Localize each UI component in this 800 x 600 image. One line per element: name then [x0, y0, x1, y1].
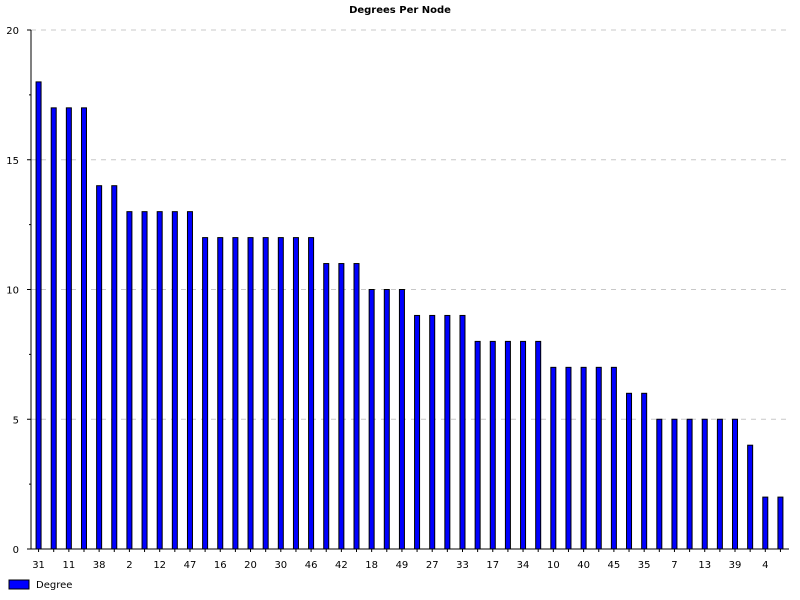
x-tick-label: 20: [244, 560, 257, 571]
bar: [338, 263, 345, 550]
bar: [353, 263, 360, 550]
x-tick-label: 18: [365, 560, 378, 571]
bar: [444, 314, 451, 550]
x-tick-label: 35: [638, 560, 651, 571]
bar: [141, 211, 148, 550]
bar: [429, 314, 436, 550]
bar: [35, 81, 42, 550]
bar: [610, 366, 617, 550]
bar: [732, 418, 739, 550]
bar: [550, 366, 557, 550]
bar: [111, 185, 118, 550]
bar: [292, 237, 299, 550]
x-tick-label: 4: [762, 560, 768, 571]
bar: [186, 211, 193, 550]
x-tick-label: 45: [608, 560, 621, 571]
bar: [520, 340, 527, 550]
y-tick-label: 15: [6, 156, 19, 167]
bar: [96, 185, 103, 550]
bar: [489, 340, 496, 550]
bar: [671, 418, 678, 550]
y-tick-label: 0: [13, 545, 19, 556]
y-tick-label: 10: [6, 286, 19, 297]
x-tick-label: 47: [184, 560, 197, 571]
x-tick-label: 2: [126, 560, 132, 571]
bar: [656, 418, 663, 550]
x-tick-label: 49: [396, 560, 409, 571]
x-tick-label: 34: [517, 560, 530, 571]
bar: [262, 237, 269, 550]
bar: [504, 340, 511, 550]
grid-lines: [31, 29, 789, 420]
bar: [156, 211, 163, 550]
chart-title: Degrees Per Node: [349, 5, 451, 16]
bar: [474, 340, 481, 550]
x-tick-label: 40: [577, 560, 590, 571]
bar: [398, 289, 405, 550]
bar: [686, 418, 693, 550]
x-tick-label: 12: [153, 560, 166, 571]
x-tick-label: 31: [32, 560, 45, 571]
x-tick-label: 46: [305, 560, 318, 571]
bar: [247, 237, 254, 550]
legend: Degree: [8, 579, 72, 591]
x-tick-label: 27: [426, 560, 439, 571]
bar: [716, 418, 723, 550]
bar: [65, 107, 72, 550]
x-tick-label: 16: [214, 560, 227, 571]
bar: [565, 366, 572, 550]
bar: [80, 107, 87, 550]
bar: [126, 211, 133, 550]
bar: [580, 366, 587, 550]
bar: [50, 107, 57, 550]
legend-label: Degree: [36, 580, 72, 591]
x-tick-label: 11: [62, 560, 75, 571]
bar: [459, 314, 466, 550]
y-tick-label: 20: [6, 26, 19, 37]
bar: [232, 237, 239, 550]
x-tick-label: 17: [486, 560, 499, 571]
y-tick-label: 5: [13, 415, 19, 426]
bar: [777, 496, 784, 550]
x-tick-label: 38: [93, 560, 106, 571]
x-tick-label: 42: [335, 560, 348, 571]
x-tick-label: 39: [729, 560, 742, 571]
bar: [217, 237, 224, 550]
bar: [368, 289, 375, 550]
bar: [626, 392, 633, 550]
bar: [383, 289, 390, 550]
bar: [701, 418, 708, 550]
bar: [323, 263, 330, 550]
x-tick-label: 10: [547, 560, 560, 571]
legend-swatch: [8, 579, 30, 590]
bar: [308, 237, 315, 550]
x-tick-label: 13: [698, 560, 711, 571]
x-tick-label: 30: [274, 560, 287, 571]
bar: [277, 237, 284, 550]
x-tick-label: 7: [671, 560, 677, 571]
bar: [171, 211, 178, 550]
bar: [747, 444, 754, 550]
bar: [641, 392, 648, 550]
bar: [595, 366, 602, 550]
bar: [414, 314, 421, 550]
x-tick-label: 33: [456, 560, 469, 571]
bar: [202, 237, 209, 550]
y-axis-ticks: 0 5 10 15 20: [6, 26, 31, 556]
bars: [35, 81, 784, 550]
bar: [535, 340, 542, 550]
x-axis-ticks: 31 11 38 2 12 47 16 20 30 46 42 18 49 27 33 17 34 10 40 45 3…: [32, 549, 781, 571]
bar: [762, 496, 769, 550]
